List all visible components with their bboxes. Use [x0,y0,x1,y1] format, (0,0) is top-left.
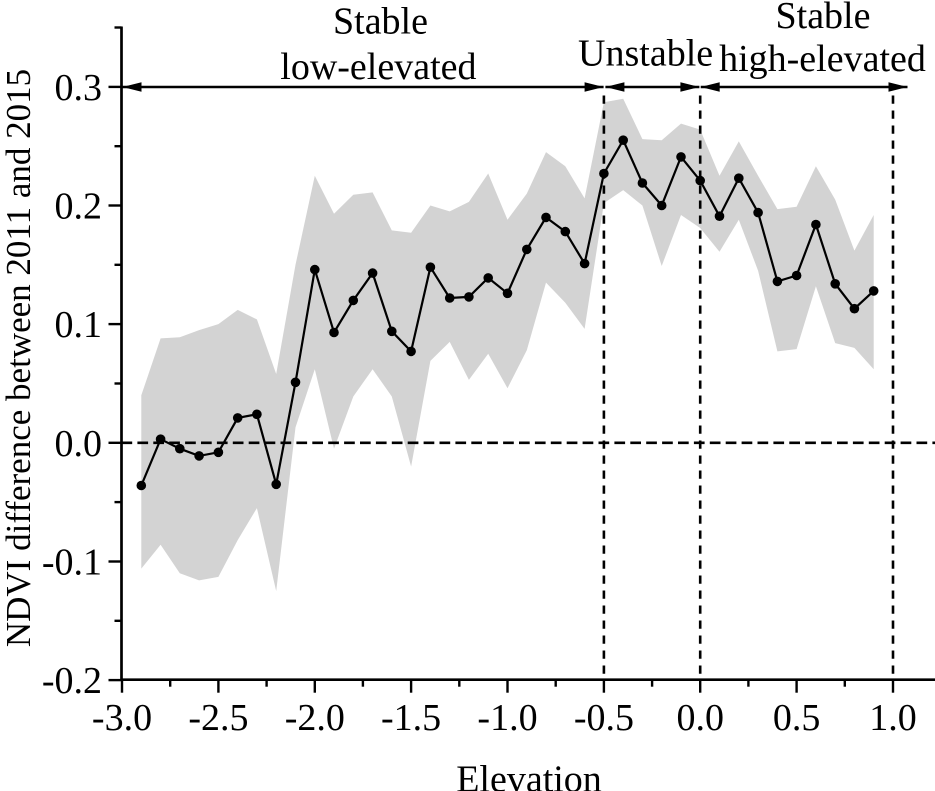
svg-text:0.0: 0.0 [676,697,724,739]
svg-text:high-elevated: high-elevated [719,38,926,80]
svg-text:Stable: Stable [333,1,428,43]
svg-text:-1.5: -1.5 [381,697,441,739]
svg-text:Stable: Stable [776,0,871,37]
svg-text:Elevation: Elevation [456,759,602,791]
svg-text:-2.0: -2.0 [285,697,345,739]
svg-text:0.0: 0.0 [55,423,103,465]
svg-text:0.3: 0.3 [55,67,103,109]
svg-text:NDVI difference between 2011 a: NDVI difference between 2011 and 2015 [0,69,38,647]
svg-text:-1.0: -1.0 [477,697,537,739]
svg-text:Unstable: Unstable [578,33,713,75]
svg-text:-0.2: -0.2 [42,660,102,702]
svg-text:1.0: 1.0 [869,697,917,739]
svg-text:-0.5: -0.5 [574,697,634,739]
svg-text:-2.5: -2.5 [188,697,248,739]
svg-text:low-elevated: low-elevated [280,46,476,88]
svg-text:0.5: 0.5 [773,697,821,739]
svg-text:0.1: 0.1 [55,304,103,346]
svg-text:-0.1: -0.1 [42,542,102,584]
svg-text:0.2: 0.2 [55,186,103,228]
svg-text:-3.0: -3.0 [92,697,152,739]
